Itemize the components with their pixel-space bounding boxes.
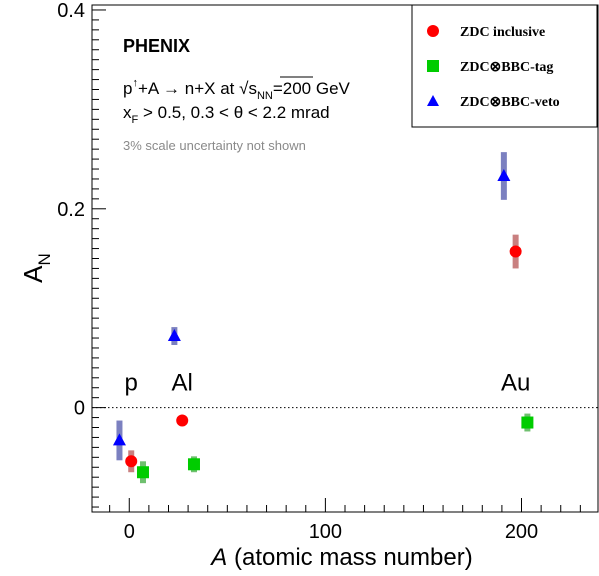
y-tick-label: 0.4	[57, 0, 85, 22]
legend-box	[411, 4, 598, 128]
y-tick-label: 0	[74, 398, 85, 420]
x-tick-label: 100	[309, 521, 342, 543]
data-point-triangle	[112, 433, 126, 446]
reaction-label: p↑+A → n+X at √sNN=200 GeV	[123, 77, 351, 102]
scale-uncertainty-note: 3% scale uncertainty not shown	[123, 138, 306, 153]
x-tick-label: 0	[124, 521, 135, 543]
axes: 0 100 200 0 0.2 0.4	[57, 0, 581, 543]
x-tick-label: 200	[505, 521, 538, 543]
y-axis-title: AN	[18, 253, 54, 283]
data-point-circle	[125, 455, 138, 468]
data-point-square	[136, 466, 149, 479]
legend: ZDC inclusive ZDC⊗BBC-tag ZDC⊗BBC-veto	[411, 4, 598, 128]
target-label-p: p	[125, 370, 138, 397]
data-point-circle	[176, 414, 189, 427]
legend-marker-triangle	[427, 95, 439, 106]
legend-marker-circle	[427, 25, 439, 37]
experiment-label: PHENIX	[123, 36, 190, 56]
legend-marker-square	[427, 60, 439, 72]
legend-label-zdc-bbc-veto: ZDC⊗BBC-veto	[460, 95, 560, 110]
data-point-circle	[509, 245, 522, 258]
target-label-au: Au	[501, 370, 530, 397]
target-label-al: Al	[172, 370, 193, 397]
legend-label-zdc-inclusive: ZDC inclusive	[460, 25, 545, 40]
data-point-triangle	[167, 329, 181, 342]
y-tick-label: 0.2	[57, 199, 85, 221]
cuts-label: xF > 0.5, 0.3 < θ < 2.2 mrad	[123, 103, 330, 126]
x-axis-title: A (atomic mass number)	[209, 544, 472, 571]
data-point-square	[521, 416, 534, 429]
data-marks	[112, 152, 534, 484]
data-point-square	[187, 458, 200, 471]
target-labels: p Al Au	[125, 370, 531, 397]
data-point-triangle	[497, 168, 511, 181]
legend-label-zdc-bbc-tag: ZDC⊗BBC-tag	[460, 60, 553, 75]
